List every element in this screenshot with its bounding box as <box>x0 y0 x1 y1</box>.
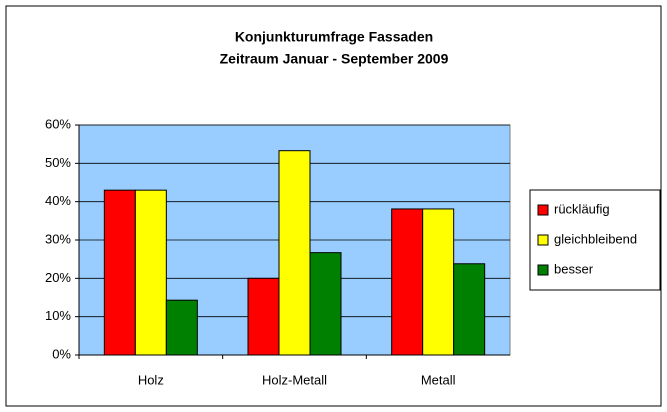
y-tick-label: 50% <box>45 155 71 170</box>
x-tick-label: Holz-Metall <box>262 372 327 387</box>
bar <box>103 189 136 356</box>
bar <box>309 252 342 356</box>
chart-title: Konjunkturumfrage Fassaden <box>235 29 433 45</box>
y-tick-label: 10% <box>45 308 71 323</box>
legend-label: besser <box>554 261 594 276</box>
legend-swatch <box>537 264 549 276</box>
bar <box>391 208 424 356</box>
x-tick-label: Holz <box>138 372 164 387</box>
legend-swatch <box>537 204 549 216</box>
legend-swatch <box>537 234 549 246</box>
bar <box>422 208 455 356</box>
y-tick-label: 20% <box>45 270 71 285</box>
y-tick-label: 30% <box>45 231 71 246</box>
x-tick-label: Metall <box>421 372 456 387</box>
bar <box>247 277 280 356</box>
y-tick-label: 60% <box>45 116 71 131</box>
legend-label: rückläufig <box>554 201 610 216</box>
bar <box>278 150 311 356</box>
legend-label: gleichbleibend <box>554 231 637 246</box>
bar <box>453 263 486 356</box>
chart-subtitle: Zeitraum Januar - September 2009 <box>220 51 449 67</box>
y-tick-label: 0% <box>52 346 71 361</box>
legend-box <box>529 189 661 291</box>
bar <box>134 189 167 356</box>
bar <box>165 299 198 356</box>
y-tick-label: 40% <box>45 193 71 208</box>
